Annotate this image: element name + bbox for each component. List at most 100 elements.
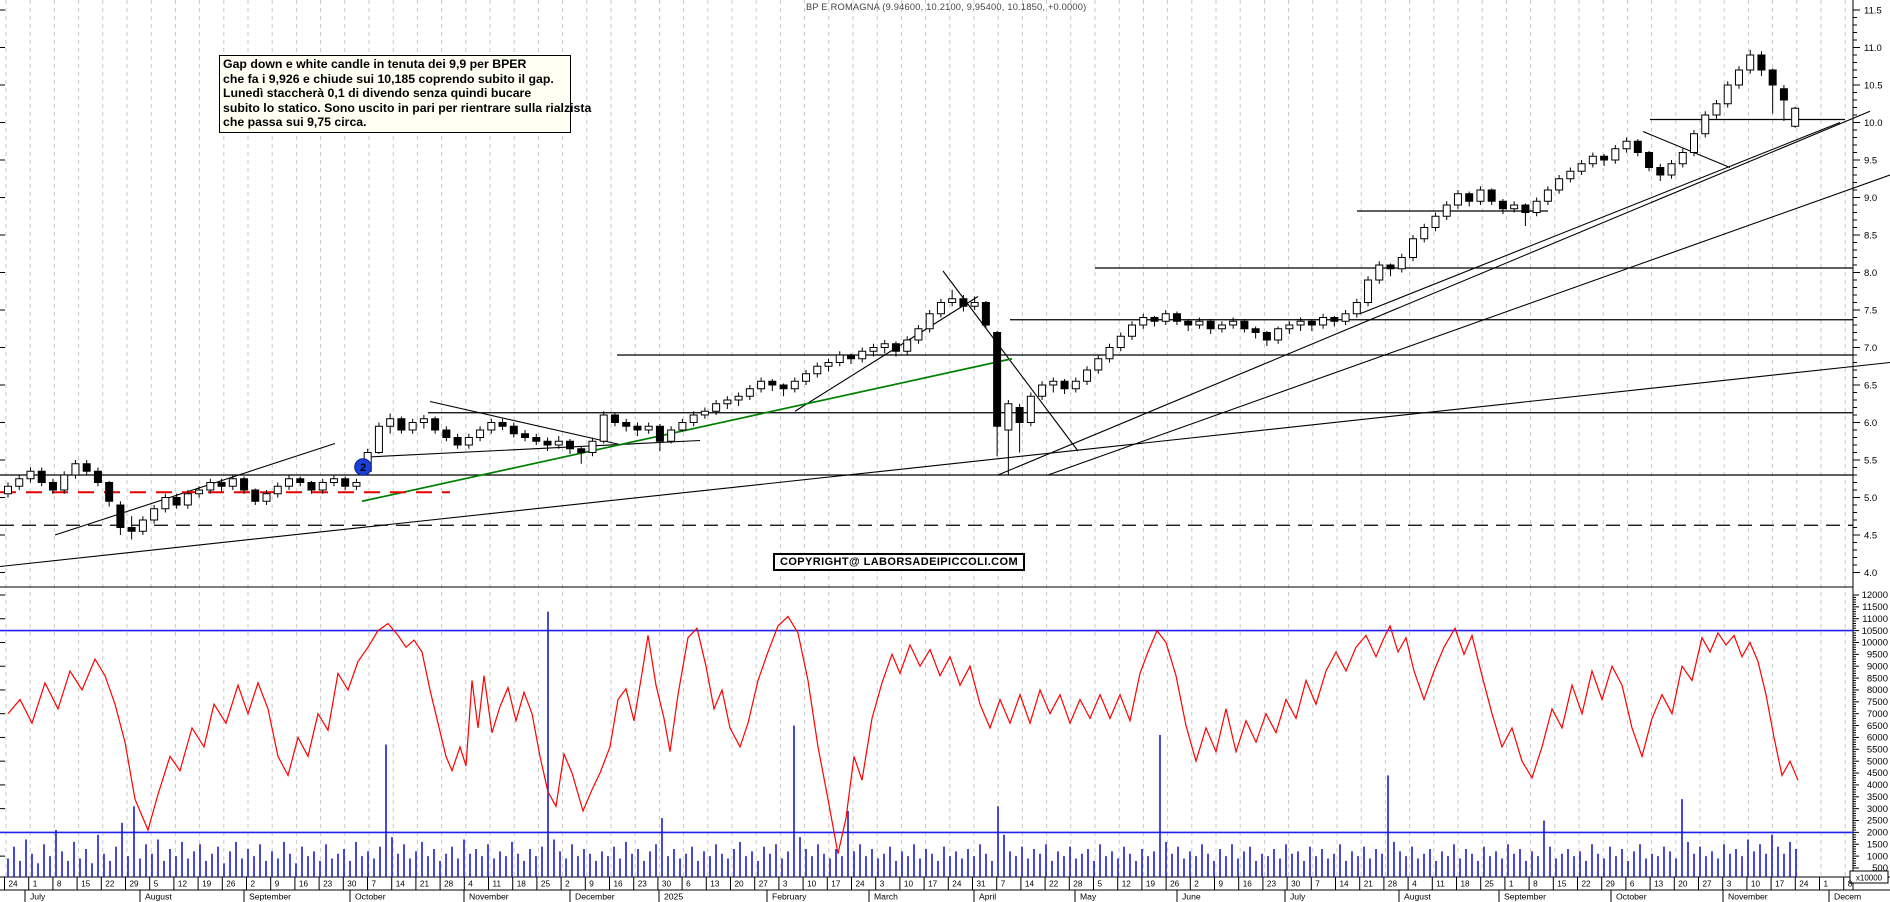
svg-text:19: 19 [1146, 880, 1156, 889]
svg-text:11000: 11000 [1862, 614, 1888, 625]
svg-text:June: June [1182, 892, 1201, 902]
svg-text:7500: 7500 [1867, 697, 1888, 708]
svg-text:9500: 9500 [1867, 650, 1888, 661]
svg-text:4.5: 4.5 [1864, 530, 1877, 541]
svg-text:14: 14 [396, 880, 406, 889]
svg-text:2: 2 [251, 880, 256, 889]
chart-title: BP E ROMAGNA (9.94600, 10.2100, 9.95400,… [806, 2, 1087, 12]
svg-text:17: 17 [1775, 880, 1785, 889]
svg-text:8: 8 [1848, 880, 1853, 889]
svg-text:August: August [1404, 892, 1431, 902]
svg-text:October: October [1616, 892, 1647, 902]
svg-text:September: September [1504, 892, 1546, 902]
svg-text:x10000: x10000 [1856, 874, 1883, 883]
svg-text:Decem: Decem [1834, 892, 1861, 902]
svg-text:24: 24 [952, 880, 962, 889]
svg-text:4: 4 [1412, 880, 1417, 889]
svg-text:October: October [355, 892, 386, 902]
svg-text:2000: 2000 [1867, 828, 1888, 839]
svg-text:28: 28 [1073, 880, 1083, 889]
svg-text:September: September [249, 892, 291, 902]
svg-text:17: 17 [928, 880, 938, 889]
date-axis: 24 1 8 15 22 29 5 12 19 26 2 9 16 23 30 7 14 21 28 4 11 18 25 2… [4, 877, 1853, 890]
svg-text:February: February [772, 892, 807, 902]
svg-text:29: 29 [130, 880, 140, 889]
svg-text:9: 9 [589, 880, 594, 889]
svg-text:May: May [1080, 892, 1097, 902]
oscillator-line [7, 615, 1799, 854]
svg-text:18: 18 [517, 880, 527, 889]
svg-text:10: 10 [807, 880, 817, 889]
svg-text:6: 6 [686, 880, 691, 889]
week-gridlines [5, 0, 1846, 877]
svg-text:28: 28 [1388, 880, 1398, 889]
marker-badge: 2 [354, 458, 372, 476]
svg-text:10500: 10500 [1862, 626, 1888, 637]
svg-text:1000: 1000 [1867, 851, 1888, 862]
candlestick-series [4, 49, 1800, 540]
svg-text:3: 3 [880, 880, 885, 889]
svg-text:2: 2 [565, 880, 570, 889]
svg-text:10: 10 [1751, 880, 1761, 889]
svg-text:12: 12 [178, 880, 188, 889]
svg-text:23: 23 [323, 880, 333, 889]
svg-text:5: 5 [1098, 880, 1103, 889]
svg-text:20: 20 [735, 880, 745, 889]
svg-text:5000: 5000 [1867, 756, 1888, 767]
svg-text:8500: 8500 [1867, 673, 1888, 684]
svg-text:July: July [1290, 892, 1306, 902]
svg-text:10.5: 10.5 [1864, 80, 1883, 91]
svg-text:1500: 1500 [1867, 839, 1888, 850]
svg-text:14: 14 [1025, 880, 1035, 889]
annotation-box: Gap down e white candle in tenuta dei 9,… [219, 55, 592, 133]
indicator-axis: 1200011500110001050010000950090008500800… [0, 590, 1888, 874]
svg-text:10: 10 [904, 880, 914, 889]
svg-text:22: 22 [1582, 880, 1592, 889]
svg-text:9.5: 9.5 [1864, 155, 1877, 166]
svg-text:3: 3 [1727, 880, 1732, 889]
support-resistance-lines [0, 118, 1853, 476]
annotation-line: Lunedì staccherà 0,1 di divendo senza qu… [223, 86, 532, 101]
svg-text:4: 4 [468, 880, 473, 889]
svg-text:5.5: 5.5 [1864, 455, 1877, 466]
svg-text:8.5: 8.5 [1864, 230, 1877, 241]
svg-text:March: March [874, 892, 898, 902]
svg-text:24: 24 [9, 880, 19, 889]
svg-text:7.5: 7.5 [1864, 305, 1877, 316]
svg-text:500: 500 [1872, 863, 1888, 874]
svg-text:5.0: 5.0 [1864, 493, 1877, 504]
svg-text:4500: 4500 [1867, 768, 1888, 779]
svg-text:13: 13 [710, 880, 720, 889]
annotation-line: subito lo statico. Sono uscito in pari p… [223, 100, 592, 115]
svg-text:21: 21 [1364, 880, 1374, 889]
trendlines [0, 110, 1890, 568]
svg-text:9: 9 [275, 880, 280, 889]
axis-unit-note: x10000 [1849, 870, 1889, 884]
svg-text:17: 17 [831, 880, 841, 889]
annotation-line: che fa i 9,926 e chiude sui 10,185 copre… [223, 71, 554, 86]
svg-text:7: 7 [372, 880, 377, 889]
svg-text:November: November [469, 892, 509, 902]
svg-text:16: 16 [614, 880, 624, 889]
svg-text:5500: 5500 [1867, 745, 1888, 756]
svg-text:6: 6 [1630, 880, 1635, 889]
reference-lines [0, 629, 1853, 834]
svg-text:31: 31 [977, 880, 987, 889]
svg-text:19: 19 [202, 880, 212, 889]
annotation-line: che passa sui 9,75 circa. [223, 115, 367, 130]
svg-text:26: 26 [226, 880, 236, 889]
svg-text:11: 11 [1436, 880, 1445, 889]
svg-text:30: 30 [662, 880, 672, 889]
svg-text:23: 23 [638, 880, 648, 889]
svg-text:25: 25 [1485, 880, 1495, 889]
svg-text:4000: 4000 [1867, 780, 1888, 791]
svg-text:22: 22 [1049, 880, 1059, 889]
svg-text:23: 23 [1267, 880, 1277, 889]
svg-text:11.5: 11.5 [1864, 5, 1882, 16]
svg-text:26: 26 [1170, 880, 1180, 889]
svg-text:11: 11 [493, 880, 502, 889]
svg-text:November: November [1728, 892, 1768, 902]
